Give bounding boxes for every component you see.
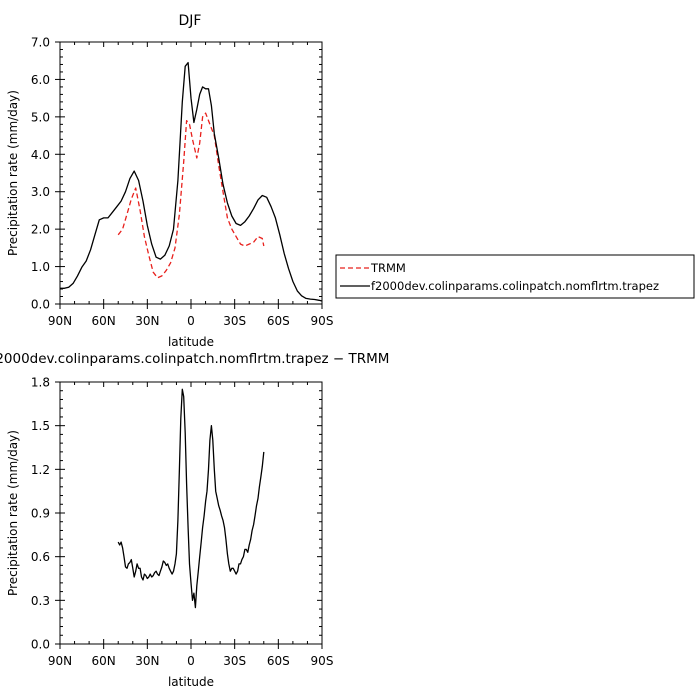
bottom-x-tick-label: 60S <box>267 654 290 668</box>
top-y-tick-label: 0.0 <box>31 298 50 312</box>
bottom-y-tick-label: 0.0 <box>31 638 50 652</box>
top-y-axis-label: Precipitation rate (mm/day) <box>6 90 20 256</box>
top-y-tick-label: 4.0 <box>31 148 50 162</box>
top-y-tick-label: 1.0 <box>31 260 50 274</box>
top-series-line-0 <box>117 112 265 279</box>
legend: TRMM f2000dev.colinparams.colinpatch.nom… <box>335 254 695 299</box>
top-x-tick-label: 90N <box>48 314 72 328</box>
top-x-axis-label: latitude <box>168 335 214 349</box>
top-x-tick-label: 60N <box>92 314 116 328</box>
bottom-x-tick-label: 30N <box>135 654 159 668</box>
legend-box <box>335 254 695 299</box>
bottom-x-tick-label: 90N <box>48 654 72 668</box>
bottom-axis-ticks: 90N 60N 30N 0 30S 60S 90S 0.0 0.3 0.6 0.9 1.2 1.5 1.8 <box>31 376 334 669</box>
top-y-tick-label: 3.0 <box>31 185 50 199</box>
bottom-chart-title: f2000dev.colinparams.colinpatch.nomflrtm… <box>0 351 389 367</box>
top-axis-ticks: 90N 60N 30N 0 30S 60S 90S 0.0 1.0 2.0 3.0 4.0 5.0 6.0… <box>31 36 334 329</box>
bottom-y-tick-label: 0.6 <box>31 550 50 564</box>
bottom-x-tick-label: 60N <box>92 654 116 668</box>
bottom-series-line-0 <box>117 388 265 609</box>
legend-label-model: f2000dev.colinparams.colinpatch.nomflrtm… <box>371 279 659 293</box>
bottom-x-tick-label: 0 <box>187 654 195 668</box>
top-y-tick-label: 2.0 <box>31 223 50 237</box>
bottom-y-tick-label: 1.8 <box>31 376 50 390</box>
bottom-y-tick-label: 0.9 <box>31 507 50 521</box>
bottom-y-tick-label: 0.3 <box>31 594 50 608</box>
bottom-panel: f2000dev.colinparams.colinpatch.nomflrtm… <box>0 351 389 689</box>
top-panel: DJF 90N 60N 30N 0 30S 60S 90S 0.0 1.0 2.0 3.0 4.0 5.… <box>6 13 333 349</box>
top-y-tick-label: 6.0 <box>31 73 50 87</box>
top-x-tick-label: 30S <box>223 314 246 328</box>
top-chart-title: DJF <box>179 13 202 29</box>
legend-label-trmm: TRMM <box>370 261 406 275</box>
bottom-series-lines <box>117 388 265 609</box>
bottom-y-axis-label: Precipitation rate (mm/day) <box>6 430 20 596</box>
top-series-line-1 <box>60 61 323 302</box>
bottom-x-axis-label: latitude <box>168 675 214 689</box>
top-x-tick-label: 60S <box>267 314 290 328</box>
top-y-tick-label: 5.0 <box>31 110 50 124</box>
top-x-tick-label: 0 <box>187 314 195 328</box>
bottom-y-tick-label: 1.2 <box>31 463 50 477</box>
bottom-y-tick-label: 1.5 <box>31 419 50 433</box>
top-x-tick-label: 90S <box>311 314 334 328</box>
top-x-tick-label: 30N <box>135 314 159 328</box>
bottom-x-tick-label: 90S <box>311 654 334 668</box>
bottom-x-tick-label: 30S <box>223 654 246 668</box>
top-y-tick-label: 7.0 <box>31 36 50 50</box>
top-series-lines <box>60 61 323 302</box>
